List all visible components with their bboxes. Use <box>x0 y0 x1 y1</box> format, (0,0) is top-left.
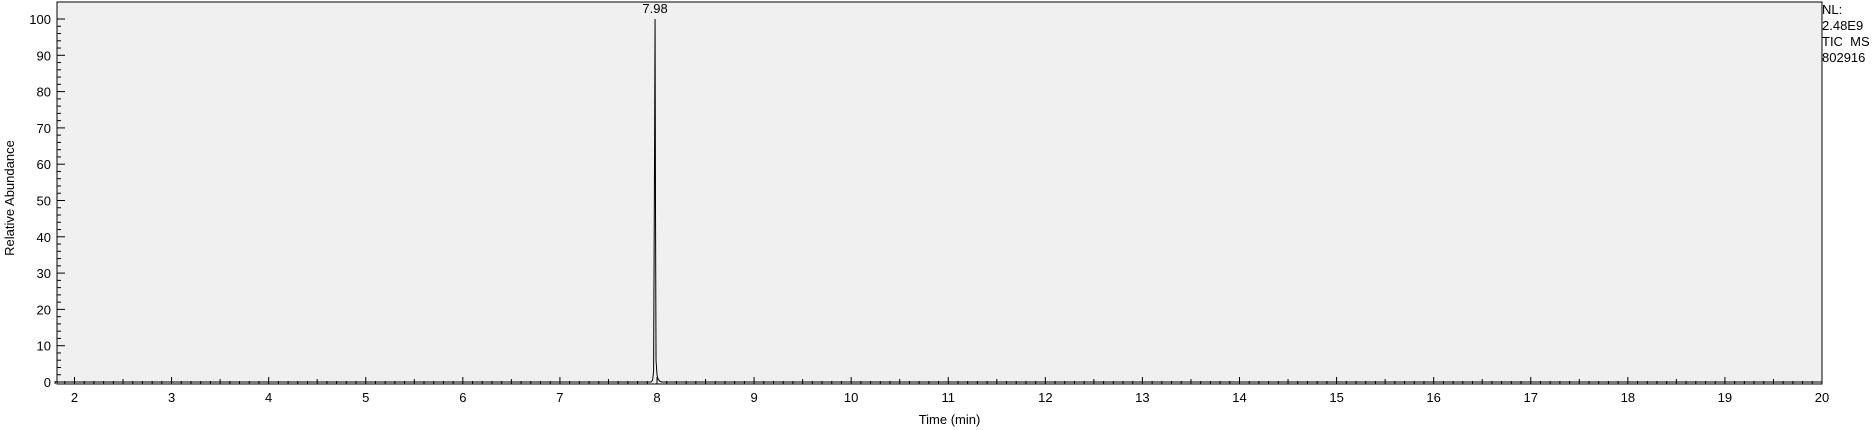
plot-area <box>56 1 1823 385</box>
x-tick-label: 14 <box>1232 390 1246 405</box>
y-axis-title: Relative Abundance <box>2 140 17 256</box>
x-tick-label: 4 <box>265 390 272 405</box>
y-tick-label: 30 <box>37 266 51 281</box>
x-tick-label: 5 <box>362 390 369 405</box>
x-tick-label: 15 <box>1329 390 1343 405</box>
x-tick-label: 3 <box>168 390 175 405</box>
y-tick-label: 100 <box>29 12 51 27</box>
x-tick-label: 2 <box>71 390 78 405</box>
x-tick-label: 7 <box>556 390 563 405</box>
x-axis: 2 3 4 5 6 7 8 9 10 11 12 13 14 15 16 17 18 19 20 <box>54 377 1829 405</box>
y-tick-label: 50 <box>37 194 51 209</box>
x-tick-label: 20 <box>1815 390 1829 405</box>
y-tick-label: 70 <box>37 121 51 136</box>
y-tick-label: 0 <box>44 375 51 390</box>
x-tick-label: 19 <box>1718 390 1732 405</box>
y-tick-label: 20 <box>37 302 51 317</box>
x-tick-label: 11 <box>942 390 956 405</box>
x-tick-label: 8 <box>653 390 660 405</box>
x-tick-label: 16 <box>1426 390 1440 405</box>
nl-label: NL: <box>1822 2 1843 17</box>
sample-id: 802916 <box>1822 50 1866 65</box>
nl-value: 2.48E9 <box>1822 18 1864 33</box>
scan-type: TIC MS <box>1822 34 1870 49</box>
x-tick-label: 9 <box>750 390 757 405</box>
y-tick-label: 10 <box>37 339 51 354</box>
x-tick-label: 13 <box>1135 390 1149 405</box>
x-axis-title: Time (min) <box>919 412 981 427</box>
y-tick-label: 60 <box>37 157 51 172</box>
y-tick-label: 80 <box>37 85 51 100</box>
x-tick-label: 10 <box>844 390 858 405</box>
y-axis: 0 10 20 30 40 50 60 70 80 90 100 <box>29 12 65 390</box>
x-tick-label: 18 <box>1621 390 1635 405</box>
peak-label: 7.98 <box>642 1 667 16</box>
tic-trace <box>55 18 1822 383</box>
x-tick-label: 12 <box>1038 390 1052 405</box>
x-tick-label: 6 <box>459 390 466 405</box>
y-tick-label: 90 <box>37 48 51 63</box>
peak-annotations: 7.98 <box>642 1 667 16</box>
y-tick-label: 40 <box>37 230 51 245</box>
trace-info: NL: 2.48E9 TIC MS 802916 <box>1822 2 1870 66</box>
x-tick-label: 17 <box>1524 390 1538 405</box>
